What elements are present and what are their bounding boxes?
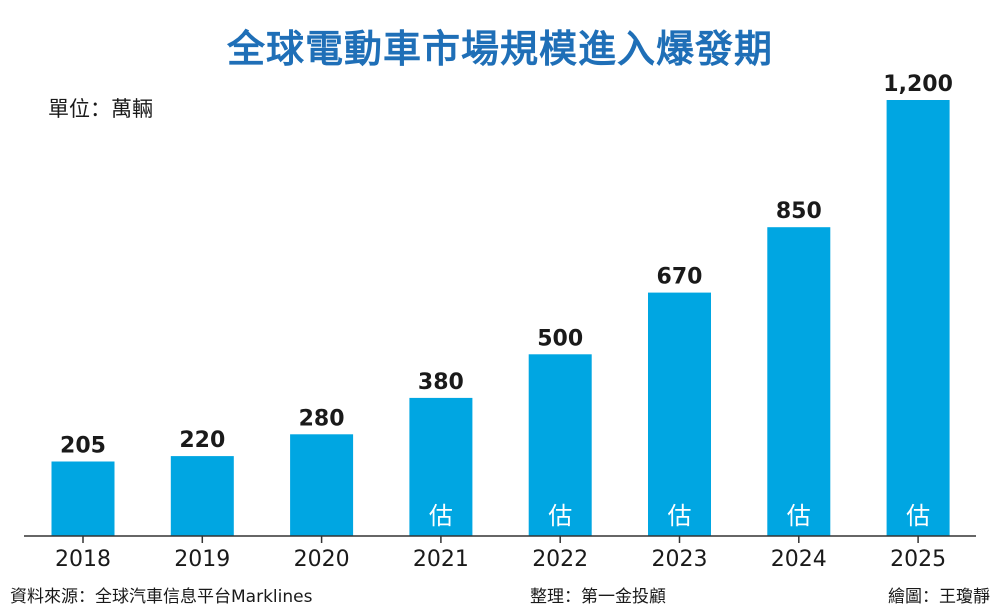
value-label-2020: 280 [299,406,345,431]
value-label-2019: 220 [179,428,225,453]
bar-2020 [290,434,354,536]
x-tick-label-2018: 2018 [55,547,111,572]
bar-2019 [170,456,234,536]
x-tick-label-2023: 2023 [652,547,708,572]
estimate-marker-2025: 估 [906,502,930,530]
bar-2025 [886,100,950,536]
bar-2024 [767,227,831,536]
x-tick-label-2025: 2025 [890,547,946,572]
estimate-marker-2023: 估 [668,502,692,530]
value-label-2018: 205 [60,434,106,459]
value-label-2022: 500 [537,326,583,351]
x-tick-label-2020: 2020 [294,547,350,572]
estimate-marker-2022: 估 [548,502,572,530]
value-label-2021: 380 [418,370,464,395]
chart-title: 全球電動車市場規模進入爆發期 [226,27,773,71]
credit-note: 繪圖：王瓊靜 [888,587,990,607]
estimate-marker-2024: 估 [787,502,811,530]
value-label-2024: 850 [776,199,822,224]
value-label-2025: 1,200 [883,72,953,97]
editor-note: 整理：第一金投顧 [530,587,666,607]
estimate-marker-2021: 估 [429,502,453,530]
x-tick-label-2024: 2024 [771,547,827,572]
bar-2021 [409,397,473,536]
x-tick-label-2021: 2021 [413,547,469,572]
x-tick-label-2019: 2019 [174,547,230,572]
bar-2022 [528,354,592,536]
unit-label: 單位：萬輛 [48,97,153,121]
source-note: 資料來源：全球汽車信息平台Marklines [10,587,313,607]
value-label-2023: 670 [657,265,703,290]
bar-2018 [51,461,115,536]
bar-2023 [648,292,711,536]
x-tick-label-2022: 2022 [532,547,588,572]
